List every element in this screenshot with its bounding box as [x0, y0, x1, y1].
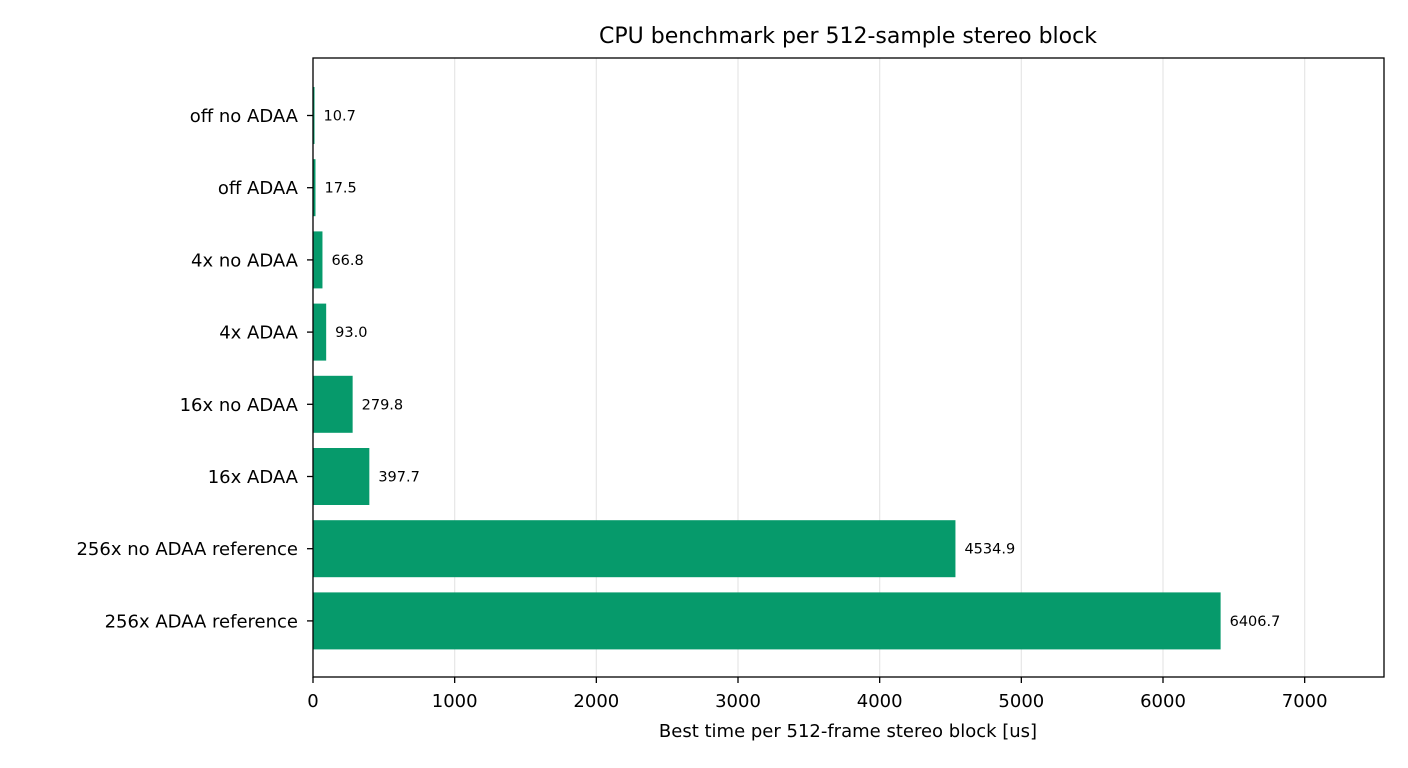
bar-value-label: 93.0 — [335, 325, 367, 341]
bar-value-label: 279.8 — [362, 397, 404, 413]
category-label: off ADAA — [218, 178, 299, 199]
x-tick-label: 4000 — [857, 691, 903, 712]
bar — [313, 303, 327, 361]
x-axis-label: Best time per 512-frame stereo block [us… — [659, 721, 1037, 742]
category-label: 256x ADAA reference — [105, 611, 298, 632]
bar — [313, 87, 315, 144]
x-tick-label: 3000 — [715, 691, 761, 712]
category-label: 256x no ADAA reference — [76, 539, 298, 560]
bar — [313, 159, 316, 217]
bar — [313, 520, 956, 578]
bar-value-label: 17.5 — [324, 181, 356, 197]
bar — [313, 592, 1221, 650]
bar — [313, 231, 323, 289]
category-label: 16x ADAA — [208, 467, 299, 488]
plot-frame — [312, 57, 1385, 678]
data-labels: 10.7 17.5 66.8 93.0 279.8 397.7 4534.9 6406.7 — [324, 109, 1281, 630]
x-tick-label: 7000 — [1282, 691, 1328, 712]
x-tick-label: 0 — [307, 691, 318, 712]
bar-value-label: 397.7 — [378, 470, 420, 486]
bar-value-label: 4534.9 — [964, 542, 1015, 558]
category-label: 4x ADAA — [219, 323, 298, 344]
x-axis: 0 1000 2000 3000 4000 5000 6000 7000 — [307, 677, 1328, 712]
category-label: off no ADAA — [190, 106, 299, 127]
bar-value-label: 6406.7 — [1230, 614, 1281, 630]
bar-value-label: 66.8 — [331, 253, 363, 269]
bar — [313, 448, 370, 505]
x-tick-label: 6000 — [1140, 691, 1186, 712]
bars — [313, 87, 1221, 650]
chart-title: CPU benchmark per 512-sample stereo bloc… — [599, 24, 1097, 49]
x-tick-label: 1000 — [432, 691, 478, 712]
x-tick-label: 5000 — [998, 691, 1044, 712]
y-axis: off no ADAA off ADAA 4x no ADAA 4x ADAA 16x … — [76, 106, 313, 632]
x-tick-label: 2000 — [573, 691, 619, 712]
category-label: 4x no ADAA — [191, 250, 299, 271]
grid-lines — [312, 58, 1306, 677]
bar-value-label: 10.7 — [324, 109, 356, 125]
category-label: 16x no ADAA — [180, 395, 299, 416]
bar — [313, 375, 353, 433]
